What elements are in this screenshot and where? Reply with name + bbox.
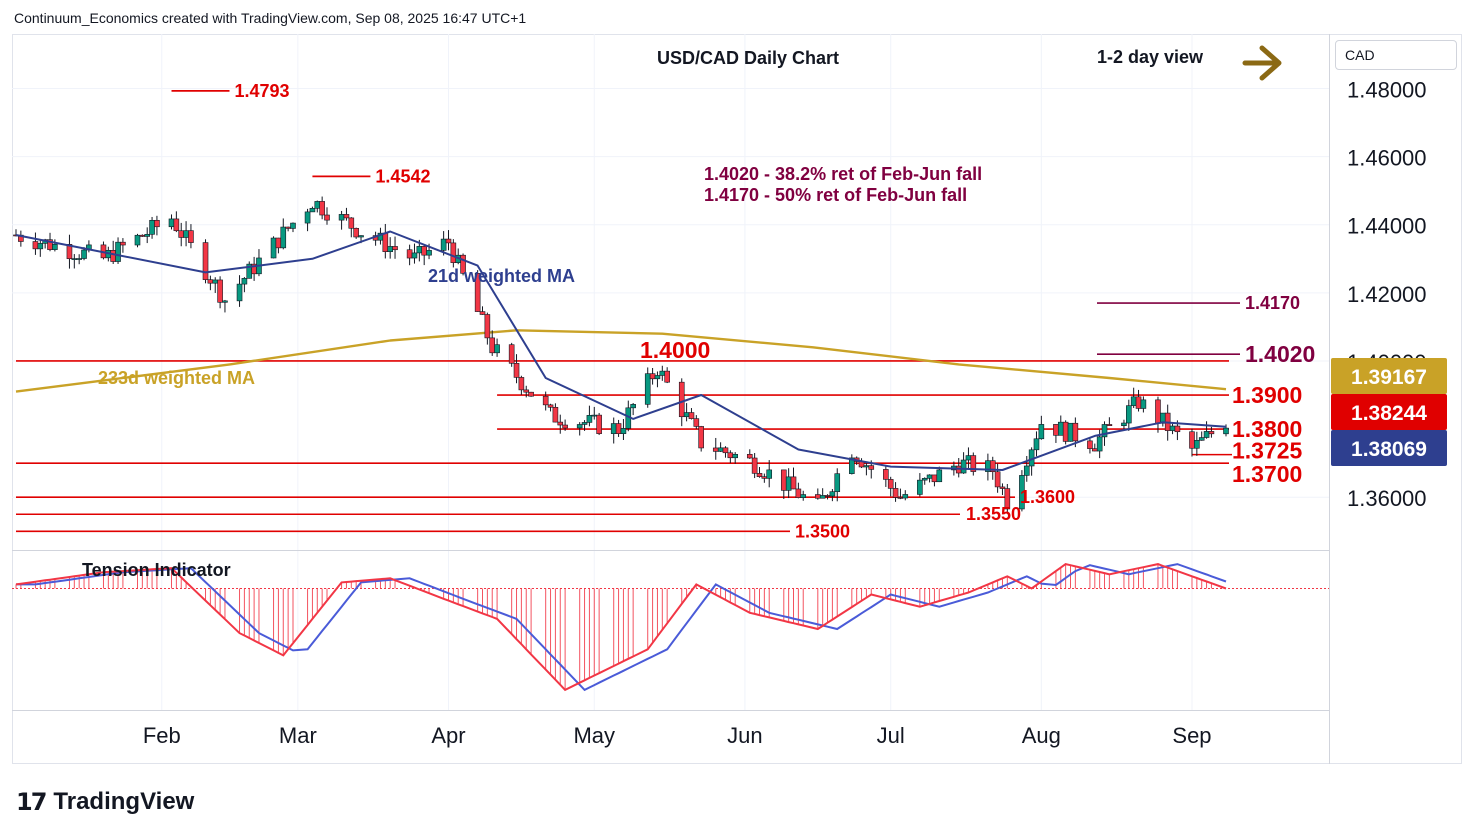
pane-divider[interactable] <box>12 550 1329 551</box>
chart-attribution: Continuum_Economics created with Trading… <box>14 10 527 26</box>
tradingview-logo-mark: 17 <box>16 788 47 816</box>
tradingview-logo-text: TradingView <box>53 788 195 815</box>
chart-frame <box>12 34 1462 764</box>
time-axis-divider <box>12 710 1329 711</box>
price-axis-divider <box>1329 34 1330 764</box>
currency-label[interactable]: CAD <box>1335 40 1457 70</box>
tradingview-logo[interactable]: 17 TradingView <box>16 788 194 816</box>
